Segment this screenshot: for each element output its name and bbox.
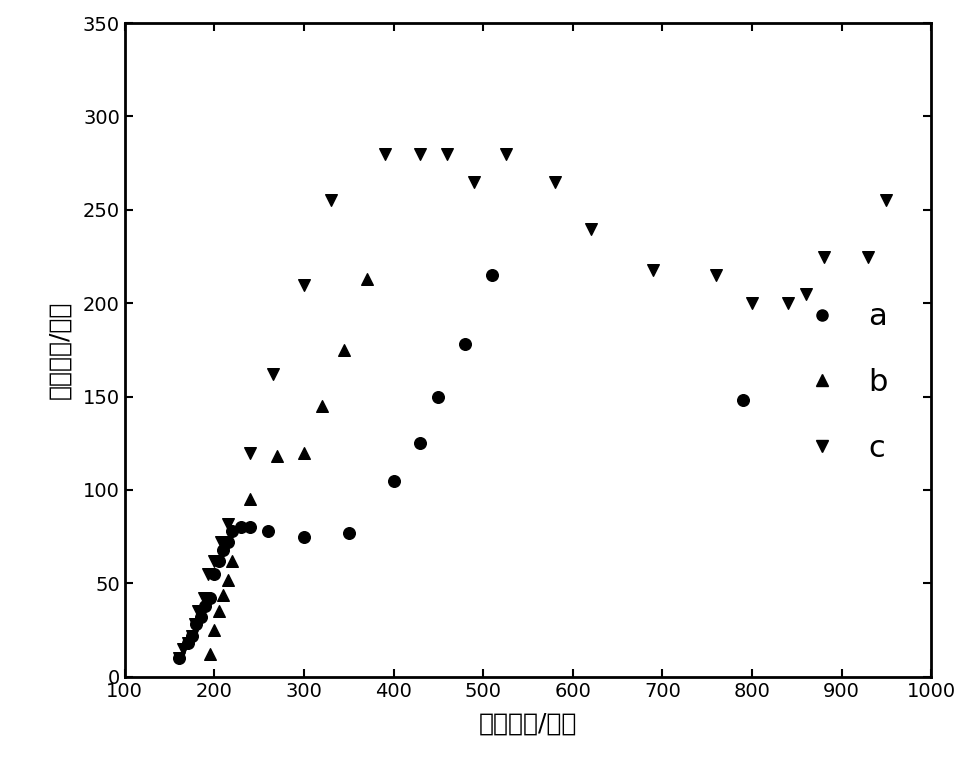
Point (187, 618, 203, 631)
Point (377, 148, 393, 160)
Point (735, 394, 751, 407)
Point (314, 400, 329, 412)
Point (861, 251, 876, 263)
Point (233, 521, 249, 534)
Point (297, 278, 312, 291)
Point (780, 297, 796, 309)
Point (646, 264, 661, 276)
Point (440, 148, 455, 160)
Point (324, 195, 339, 207)
Point (431, 391, 446, 403)
Point (220, 574, 235, 586)
Y-axis label: 电阵虚部/欧姆: 电阵虚部/欧姆 (48, 301, 72, 399)
Point (211, 605, 227, 618)
Point (171, 652, 186, 664)
Point (203, 592, 218, 604)
Point (211, 554, 227, 567)
Point (297, 447, 312, 459)
Point (708, 269, 724, 281)
Point (198, 600, 213, 612)
Point (216, 544, 231, 556)
Point (206, 624, 222, 636)
Point (206, 554, 222, 567)
Point (413, 437, 428, 449)
Point (359, 273, 374, 285)
Point (176, 643, 191, 655)
Point (201, 568, 216, 580)
Point (184, 630, 200, 642)
Point (798, 288, 813, 300)
Point (341, 527, 356, 539)
Point (225, 554, 240, 567)
Point (260, 525, 276, 538)
Point (270, 450, 285, 462)
Point (458, 338, 473, 351)
Point (583, 222, 598, 235)
Point (171, 652, 186, 664)
Point (413, 148, 428, 160)
Legend: a, b, c: a, b, c (780, 290, 900, 475)
Point (213, 536, 228, 548)
Point (220, 536, 235, 548)
Point (193, 611, 208, 623)
Point (297, 531, 312, 543)
Point (184, 630, 200, 642)
Point (243, 447, 258, 459)
Point (498, 148, 514, 160)
Point (220, 518, 235, 530)
Point (189, 618, 204, 631)
Point (744, 297, 759, 309)
Point (243, 521, 258, 534)
Point (225, 525, 240, 538)
Point (386, 474, 401, 487)
Point (203, 648, 218, 661)
Point (191, 605, 206, 618)
Point (206, 568, 222, 580)
Point (547, 175, 563, 188)
Point (243, 493, 258, 505)
Point (196, 592, 211, 604)
Point (467, 175, 482, 188)
Point (265, 368, 280, 381)
Point (485, 269, 500, 281)
Point (216, 588, 231, 601)
X-axis label: 电阵实部/欧姆: 电阵实部/欧姆 (479, 711, 577, 736)
Point (180, 637, 195, 649)
Point (878, 195, 894, 207)
Point (337, 344, 352, 356)
Point (816, 251, 831, 263)
Point (180, 637, 195, 649)
